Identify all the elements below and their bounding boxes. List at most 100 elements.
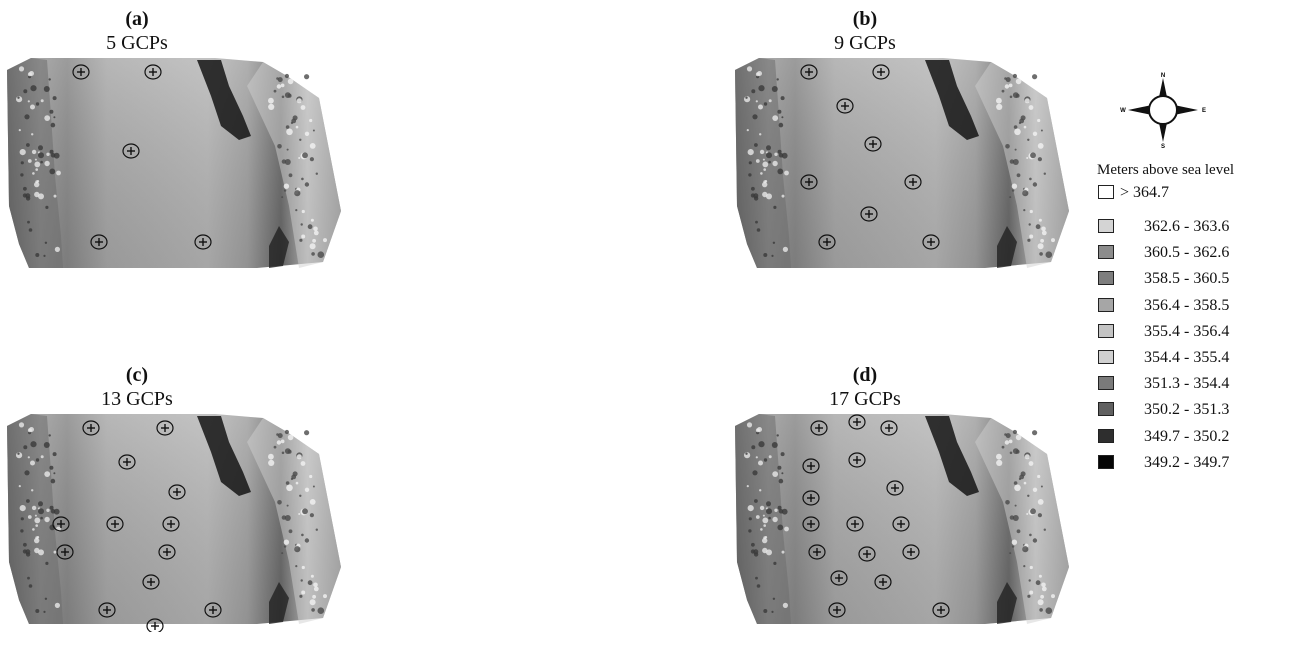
gcp-marker: [90, 234, 108, 250]
legend-item: 356.4 - 358.5: [1098, 296, 1298, 316]
panel-title: 17 GCPs: [829, 388, 901, 410]
legend-label: 354.4 - 355.4: [1144, 349, 1230, 366]
dem-map: [7, 414, 341, 632]
gcp-marker: [168, 484, 186, 500]
gcp-marker: [892, 516, 910, 532]
gcp-marker: [880, 420, 898, 436]
legend-label: > 364.7: [1120, 184, 1170, 201]
right-bank: [975, 418, 1069, 624]
legend-swatch: [1098, 185, 1114, 199]
legend-title: Meters above sea level: [1097, 162, 1235, 178]
legend-item: 354.4 - 355.4: [1098, 348, 1298, 368]
gcp-marker: [836, 98, 854, 114]
map-panel-c: (c) 13 GCPs: [7, 364, 343, 664]
panel-label: (b): [852, 8, 878, 30]
river-channel: [925, 60, 979, 140]
gcp-marker: [146, 618, 164, 632]
gcp-marker: [886, 480, 904, 496]
legend-item: 349.2 - 349.7: [1098, 453, 1298, 473]
gcp-marker: [846, 516, 864, 532]
legend-item: > 364.7: [1098, 183, 1298, 203]
gcp-marker: [72, 64, 90, 80]
gcp-marker: [904, 174, 922, 190]
panel-title: 9 GCPs: [834, 32, 896, 54]
map-panel-a: (a) 5 GCPs: [7, 8, 343, 308]
compass-n-label: N: [1161, 73, 1165, 79]
legend-swatch: [1098, 350, 1114, 364]
gcp-marker: [802, 458, 820, 474]
gcp-marker: [144, 64, 162, 80]
river-channel: [197, 60, 251, 140]
gcp-marker: [156, 420, 174, 436]
legend-label: 356.4 - 358.5: [1144, 296, 1230, 314]
gcp-marker: [52, 516, 70, 532]
legend-label: 362.6 - 363.6: [1144, 218, 1230, 235]
gcp-marker: [82, 420, 100, 436]
legend-label: 360.5 - 362.6: [1144, 244, 1230, 262]
right-bank: [975, 62, 1069, 268]
legend-swatch: [1098, 454, 1114, 469]
legend-item: 360.5 - 362.6: [1098, 243, 1298, 263]
legend-label: 355.4 - 356.4: [1144, 322, 1230, 340]
gcp-marker: [162, 516, 180, 532]
gcp-marker: [158, 544, 176, 560]
gcp-marker: [830, 570, 848, 586]
legend-swatch: [1098, 323, 1114, 338]
legend-swatch: [1098, 428, 1114, 443]
gcp-marker: [98, 602, 116, 618]
gcp-marker: [818, 234, 836, 250]
right-bank: [247, 62, 341, 268]
gcp-marker: [802, 516, 820, 532]
gcp-marker: [922, 234, 940, 250]
dem-map: [735, 58, 1069, 268]
panel-title: 5 GCPs: [106, 32, 168, 54]
gcp-marker: [872, 64, 890, 80]
gcp-marker: [932, 602, 950, 618]
compass-w-label: W: [1120, 108, 1126, 114]
legend-swatch: [1098, 245, 1114, 260]
gcp-marker: [828, 602, 846, 618]
gcp-marker: [864, 136, 882, 152]
gcp-marker: [848, 414, 866, 430]
dem-map: [7, 58, 341, 268]
gcp-marker: [56, 544, 74, 560]
legend-item: 358.5 - 360.5: [1098, 269, 1298, 289]
north-arrow-icon: N S W E: [1120, 73, 1206, 148]
gcp-marker: [800, 174, 818, 190]
gcp-marker: [118, 454, 136, 470]
gcp-marker: [808, 544, 826, 560]
gcp-marker: [122, 143, 140, 159]
right-bank: [247, 418, 341, 624]
gcp-marker: [860, 206, 878, 222]
panel-label: (d): [852, 364, 878, 386]
legend-label: 350.2 - 351.3: [1144, 401, 1230, 419]
legend-item: 355.4 - 356.4: [1098, 322, 1298, 342]
gcp-marker: [204, 602, 222, 618]
gcp-marker: [142, 574, 160, 590]
legend-swatch: [1098, 271, 1114, 286]
map-panel-d: (d) 17 GCPs: [735, 364, 1071, 664]
legend-item: 362.6 - 363.6: [1098, 217, 1298, 237]
legend-swatch: [1098, 376, 1114, 391]
gcp-marker: [858, 546, 876, 562]
gcp-marker: [902, 544, 920, 560]
river-channel: [925, 416, 979, 496]
map-panel-b: (b) 9 GCPs: [735, 8, 1071, 308]
gcp-marker: [810, 420, 828, 436]
legend-item: 351.3 - 354.4: [1098, 374, 1298, 394]
legend-label: 349.7 - 350.2: [1144, 427, 1230, 445]
legend-swatch: [1098, 402, 1114, 417]
gcp-marker: [848, 452, 866, 468]
gcp-marker: [874, 574, 892, 590]
dem-map: [735, 414, 1069, 624]
gcp-marker: [800, 64, 818, 80]
legend-swatch: [1098, 219, 1114, 233]
panel-label: (a): [125, 8, 149, 30]
legend-item: 349.7 - 350.2: [1098, 427, 1298, 447]
gcp-marker: [106, 516, 124, 532]
panel-label: (c): [125, 364, 149, 386]
legend-item: 350.2 - 351.3: [1098, 400, 1298, 420]
legend-label: 349.2 - 349.7: [1144, 453, 1230, 471]
panel-title: 13 GCPs: [101, 388, 173, 410]
compass-e-label: E: [1202, 108, 1206, 114]
